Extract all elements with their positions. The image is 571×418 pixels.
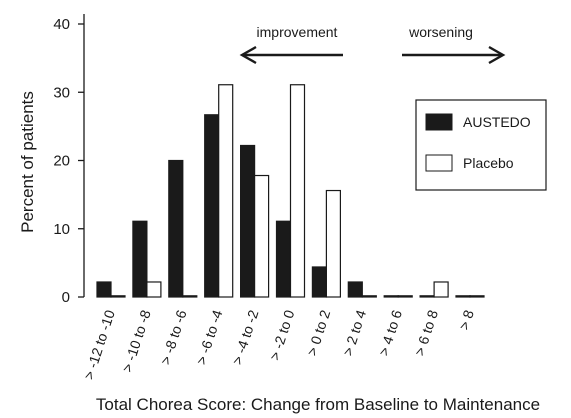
x-category-label: > -12 to -10: [80, 308, 118, 382]
bar-austedo-10: [455, 295, 471, 298]
bar-austedo-2: [168, 159, 184, 298]
bar-placebo-7: [361, 295, 377, 298]
x-category-label: > -2 to 0: [266, 308, 297, 362]
x-axis-title: Total Chorea Score: Change from Baseline…: [96, 395, 540, 414]
legend-swatch-placebo: [425, 154, 453, 172]
legend: AUSTEDO Placebo: [415, 99, 547, 191]
x-category-label: > 0 to 2: [303, 308, 333, 358]
y-axis: [78, 14, 85, 298]
x-tick-labels: > -12 to -10 > -10 to -8 > -8 to -6 > -6 to…: [80, 308, 477, 382]
bar-austedo-1: [132, 220, 148, 298]
legend-label-austedo: AUSTEDO: [463, 114, 531, 130]
x-category-label: > 4 to 6: [375, 308, 405, 358]
bar-placebo-9: [433, 281, 449, 298]
bar-placebo-5: [289, 84, 306, 298]
x-category-label: > -6 to -4: [193, 308, 226, 367]
bar-austedo-3: [204, 114, 220, 298]
bar-placebo-0: [110, 295, 126, 298]
improvement-annotation: improvement: [257, 24, 338, 40]
bars: [96, 84, 485, 298]
bar-austedo-8: [383, 295, 399, 298]
y-tick-label: 0: [62, 289, 70, 306]
x-category-label: > -10 to -8: [119, 308, 154, 374]
y-tick-label: 40: [53, 16, 70, 33]
legend-label-placebo: Placebo: [463, 155, 514, 171]
x-category-label: > -4 to -2: [229, 308, 262, 367]
bar-placebo-10: [469, 295, 485, 298]
x-category-label: > 2 to 4: [339, 308, 369, 358]
legend-swatch-austedo: [425, 113, 453, 131]
bar-placebo-2: [182, 295, 198, 298]
bar-austedo-0: [96, 281, 112, 298]
y-tick-label: 20: [53, 153, 70, 170]
bar-austedo-6: [311, 266, 327, 298]
bar-placebo-6: [325, 189, 341, 298]
worsening-arrow-icon: [402, 45, 506, 65]
bar-austedo-4: [240, 144, 256, 298]
x-category-label: > -8 to -6: [157, 308, 190, 367]
y-axis-title: Percent of patients: [18, 91, 37, 233]
bar-austedo-5: [275, 220, 292, 298]
x-category-label: > 6 to 8: [411, 308, 441, 358]
y-tick-labels: 0 10 20 30 40: [53, 16, 70, 306]
bar-placebo-8: [397, 295, 413, 298]
x-category-label: > 8: [455, 308, 476, 332]
bar-placebo-3: [218, 84, 234, 298]
y-tick-label: 10: [53, 221, 70, 238]
y-tick-label: 30: [53, 84, 70, 101]
bar-placebo-1: [146, 281, 162, 298]
worsening-annotation: worsening: [408, 24, 473, 40]
bar-austedo-7: [347, 281, 363, 298]
bar-austedo-9: [419, 295, 435, 298]
improvement-arrow-icon: [239, 45, 343, 65]
bar-placebo-4: [254, 174, 270, 298]
